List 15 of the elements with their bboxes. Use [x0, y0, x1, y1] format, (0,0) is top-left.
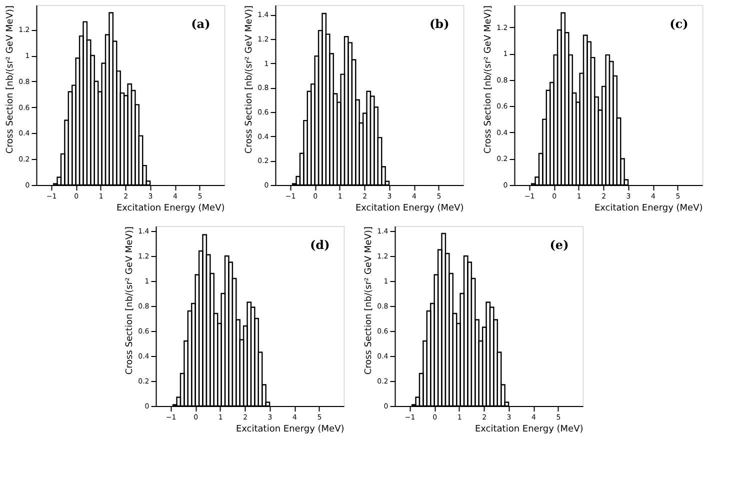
y-axis-title: Cross Section [nb/(sr² GeV MeV)] — [364, 226, 374, 375]
y-axis-title: Cross Section [nb/(sr² GeV MeV)] — [6, 6, 16, 154]
x-axis-title: Excitation Energy (MeV) — [355, 204, 464, 214]
annotation: (d) — [310, 238, 330, 252]
y-axis-title: Cross Section [nb/(sr² GeV MeV)] — [125, 226, 136, 375]
y-axis-title: Cross Section [nb/(sr² GeV MeV)] — [484, 6, 494, 154]
x-axis-title: Excitation Energy (MeV) — [474, 424, 584, 434]
x-axis-title: Excitation Energy (MeV) — [236, 424, 344, 434]
annotation: (c) — [670, 17, 688, 31]
annotation: (b) — [430, 17, 450, 31]
annotation: (a) — [191, 17, 210, 31]
y-axis-title: Cross Section [nb/(sr² GeV MeV)] — [244, 6, 255, 154]
x-axis-title: Excitation Energy (MeV) — [594, 204, 703, 214]
x-axis-title: Excitation Energy (MeV) — [116, 204, 225, 214]
annotation: (e) — [550, 238, 569, 252]
